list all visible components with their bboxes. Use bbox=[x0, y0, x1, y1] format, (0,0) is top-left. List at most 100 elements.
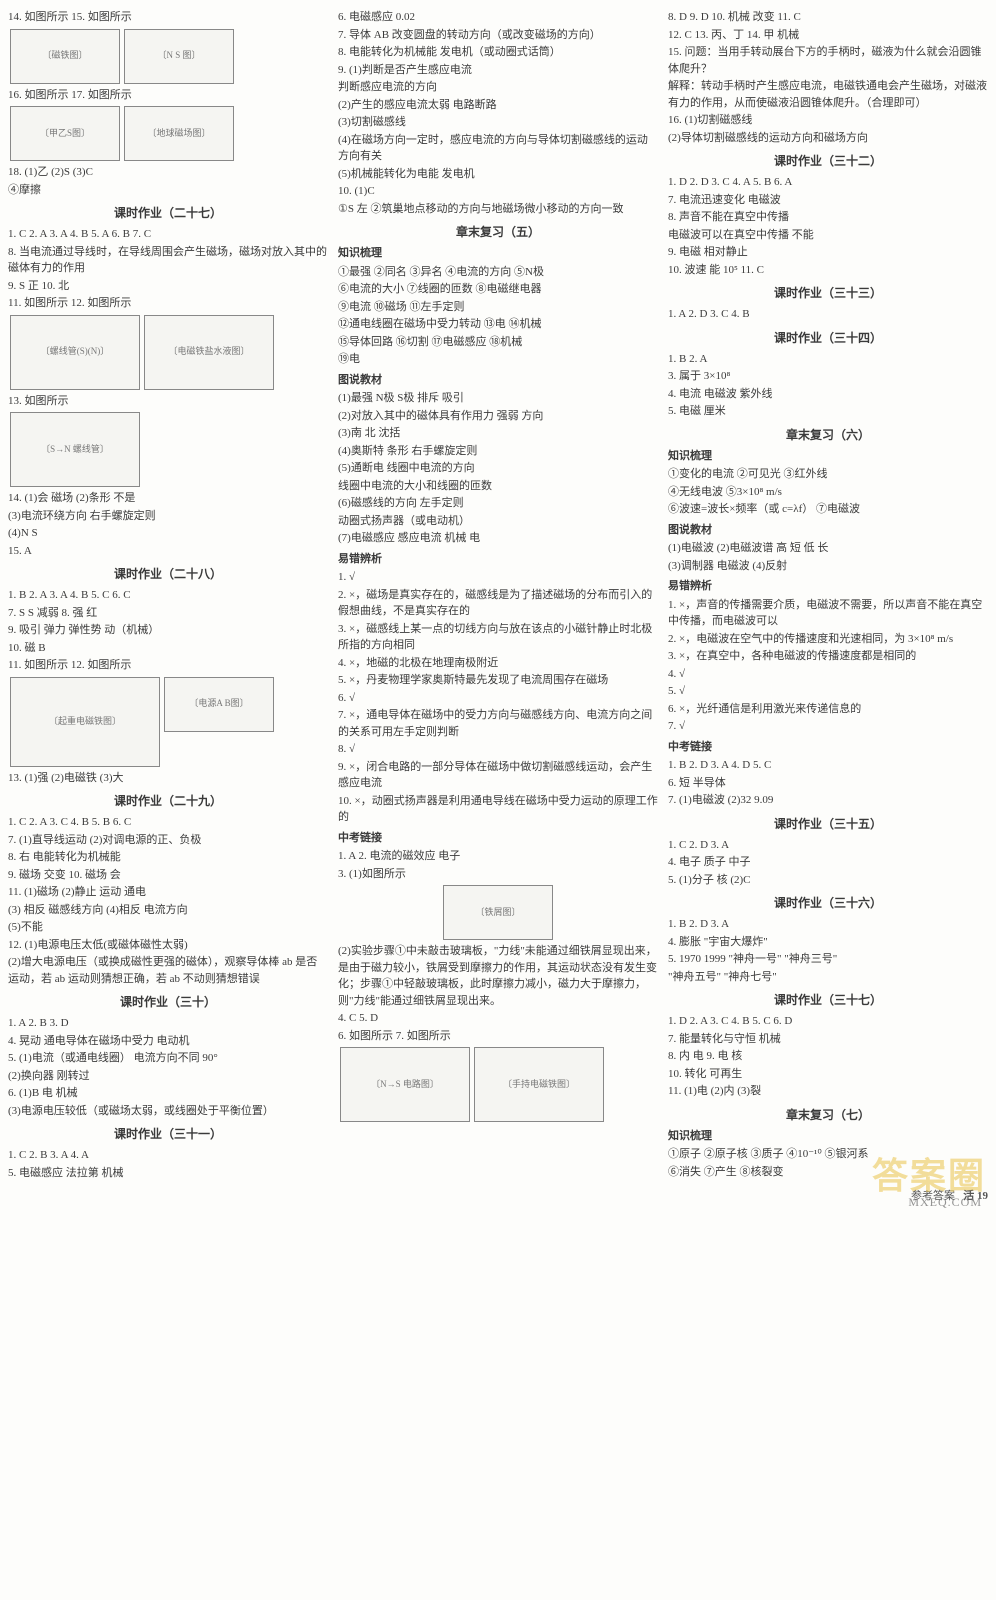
text-line: 7. S S 减弱 8. 强 红 bbox=[8, 605, 328, 622]
figure-icon: 〔电磁铁盐水液图〕 bbox=[144, 315, 274, 390]
section-heading: 课时作业（三十三） bbox=[668, 284, 988, 302]
text-line: 7. (1)电磁波 (2)32 9.09 bbox=[668, 792, 988, 809]
section-heading: 课时作业（三十） bbox=[8, 993, 328, 1011]
text-line: 8. 声音不能在真空中传播 bbox=[668, 209, 988, 226]
text-line: ①最强 ②同名 ③异名 ④电流的方向 ⑤N极 bbox=[338, 264, 658, 281]
text-line: 8. 右 电能转化为机械能 bbox=[8, 849, 328, 866]
text-line: "神舟五号" "神舟七号" bbox=[668, 969, 988, 986]
column-3: 8. D 9. D 10. 机械 改变 11. C 12. C 13. 丙、丁 … bbox=[668, 8, 988, 1182]
text-line: 12. C 13. 丙、丁 14. 甲 机械 bbox=[668, 27, 988, 44]
text-line: 1. D 2. A 3. C 4. B 5. C 6. D bbox=[668, 1013, 988, 1030]
page-columns: 14. 如图所示 15. 如图所示 〔磁铁图〕 〔N S 图〕 16. 如图所示… bbox=[8, 8, 988, 1182]
footer-page: 活 19 bbox=[963, 1190, 988, 1202]
text-line: 9. (1)判断是否产生感应电流 bbox=[338, 62, 658, 79]
text-line: 1. D 2. D 3. C 4. A 5. B 6. A bbox=[668, 174, 988, 191]
sub-label: 图说教材 bbox=[338, 372, 658, 389]
text-line: 1. B 2. D 3. A 4. D 5. C bbox=[668, 757, 988, 774]
text-line: 7. ×，通电导体在磁场中的受力方向与磁感线方向、电流方向之间的关系可用左手定则… bbox=[338, 707, 658, 740]
section-heading: 课时作业（二十九） bbox=[8, 792, 328, 810]
figure-icon: 〔铁屑图〕 bbox=[443, 885, 553, 940]
figure-icon: 〔地球磁场图〕 bbox=[124, 106, 234, 161]
text-line: 2. ×，磁场是真实存在的，磁感线是为了描述磁场的分布而引入的假想曲线，不是真实… bbox=[338, 587, 658, 620]
text-line: 9. ×，闭合电路的一部分导体在磁场中做切割磁感线运动，会产生感应电流 bbox=[338, 759, 658, 792]
figure-icon: 〔S→N 螺线管〕 bbox=[10, 412, 140, 487]
text-line: 7. √ bbox=[668, 718, 988, 735]
text-line: 9. 磁场 交变 10. 磁场 会 bbox=[8, 867, 328, 884]
text-line: 6. √ bbox=[338, 690, 658, 707]
text-line: (5)通断电 线圈中电流的方向 bbox=[338, 460, 658, 477]
figure-icon: 〔N→S 电路图〕 bbox=[340, 1047, 470, 1122]
text-line: (5)机械能转化为电能 发电机 bbox=[338, 166, 658, 183]
text-line: 11. (1)磁场 (2)静止 运动 通电 bbox=[8, 884, 328, 901]
figure-icon: 〔螺线管(S)(N)〕 bbox=[10, 315, 140, 390]
text-line: 13. (1)强 (2)电磁铁 (3)大 bbox=[8, 770, 328, 787]
text-line: 3. ×，在真空中，各种电磁波的传播速度都是相同的 bbox=[668, 648, 988, 665]
text-line: 4. √ bbox=[668, 666, 988, 683]
figure-icon: 〔甲乙S图〕 bbox=[10, 106, 120, 161]
text-line: ⑥电流的大小 ⑦线圈的匝数 ⑧电磁继电器 bbox=[338, 281, 658, 298]
sub-label: 易错辨析 bbox=[338, 551, 658, 568]
text-line: 10. ×，动圈式扬声器是利用通电导线在磁场中受力运动的原理工作的 bbox=[338, 793, 658, 826]
sub-label: 知识梳理 bbox=[668, 448, 988, 465]
text-line: 1. A 2. B 3. D bbox=[8, 1015, 328, 1032]
text-line: 5. √ bbox=[668, 683, 988, 700]
text-line: 8. √ bbox=[338, 741, 658, 758]
text-line: 1. A 2. 电流的磁效应 电子 bbox=[338, 848, 658, 865]
section-heading: 课时作业（三十五） bbox=[668, 815, 988, 833]
text-line: (2)实验步骤①中未敲击玻璃板，"力线"未能通过细铁屑显现出来，是由于磁力较小，… bbox=[338, 943, 658, 1009]
text-line: 4. 晃动 通电导体在磁场中受力 电动机 bbox=[8, 1033, 328, 1050]
text-line: 5. (1)分子 核 (2)C bbox=[668, 872, 988, 889]
section-heading: 课时作业（三十四） bbox=[668, 329, 988, 347]
sub-label: 知识梳理 bbox=[338, 245, 658, 262]
section-heading: 课时作业（二十八） bbox=[8, 565, 328, 583]
text-line: (5)不能 bbox=[8, 919, 328, 936]
text-line: (1)电磁波 (2)电磁波谱 高 短 低 长 bbox=[668, 540, 988, 557]
text-line: ⑮导体回路 ⑯切割 ⑰电磁感应 ⑱机械 bbox=[338, 334, 658, 351]
text-line: 解释：转动手柄时产生感应电流，电磁铁通电会产生磁场，对磁液有力的作用，从而使磁液… bbox=[668, 78, 988, 111]
text-line: 7. 电流迅速变化 电磁波 bbox=[668, 192, 988, 209]
text-line: 15. 问题：当用手转动展台下方的手柄时，磁液为什么就会沿圆锥体爬升？ bbox=[668, 44, 988, 77]
figure-icon: 〔电源A B图〕 bbox=[164, 677, 274, 732]
text-line: 1. B 2. A 3. A 4. B 5. C 6. C bbox=[8, 587, 328, 604]
section-heading: 课时作业（三十七） bbox=[668, 991, 988, 1009]
text-line: 10. 磁 B bbox=[8, 640, 328, 657]
text-line: 7. (1)直导线运动 (2)对调电源的正、负极 bbox=[8, 832, 328, 849]
text-line: (3) 相反 磁感线方向 (4)相反 电流方向 bbox=[8, 902, 328, 919]
text-line: 1. C 2. A 3. C 4. B 5. B 6. C bbox=[8, 814, 328, 831]
text-line: 4. 电子 质子 中子 bbox=[668, 854, 988, 871]
text-line: 3. 属于 3×10⁸ bbox=[668, 368, 988, 385]
text-line: (1)最强 N极 S极 排斥 吸引 bbox=[338, 390, 658, 407]
text-line: 8. 当电流通过导线时，在导线周围会产生磁场，磁场对放入其中的磁体有力的作用 bbox=[8, 244, 328, 277]
section-heading: 课时作业（二十七） bbox=[8, 204, 328, 222]
column-1: 14. 如图所示 15. 如图所示 〔磁铁图〕 〔N S 图〕 16. 如图所示… bbox=[8, 8, 328, 1182]
text-line: 5. ×，丹麦物理学家奥斯特最先发现了电流周围存在磁场 bbox=[338, 672, 658, 689]
text-line: (7)电磁感应 感应电流 机械 电 bbox=[338, 530, 658, 547]
text-line: 14. (1)会 磁场 (2)条形 不是 bbox=[8, 490, 328, 507]
text-line: ①原子 ②原子核 ③质子 ④10⁻¹⁰ ⑤银河系 bbox=[668, 1146, 988, 1163]
text-line: 6. 短 半导体 bbox=[668, 775, 988, 792]
sub-label: 易错辨析 bbox=[668, 578, 988, 595]
text-line: ④无线电波 ⑤3×10⁸ m/s bbox=[668, 484, 988, 501]
text-line: 6. ×，光纤通信是利用激光来传递信息的 bbox=[668, 701, 988, 718]
text-line: ⑥波速=波长×频率（或 c=λf） ⑦电磁波 bbox=[668, 501, 988, 518]
section-heading: 章末复习（六） bbox=[668, 426, 988, 444]
text-line: 8. 内 电 9. 电 核 bbox=[668, 1048, 988, 1065]
footer-label: 参考答案 bbox=[911, 1190, 955, 1202]
text-line: 10. 转化 可再生 bbox=[668, 1066, 988, 1083]
text-line: 11. (1)电 (2)内 (3)裂 bbox=[668, 1083, 988, 1100]
text-line: 4. C 5. D bbox=[338, 1010, 658, 1027]
text-line: 16. (1)切割磁感线 bbox=[668, 112, 988, 129]
section-heading: 章末复习（五） bbox=[338, 223, 658, 241]
text-line: 1. B 2. A bbox=[668, 351, 988, 368]
text-line: ⑥消失 ⑦产生 ⑧核裂变 bbox=[668, 1164, 988, 1181]
text-line: 8. D 9. D 10. 机械 改变 11. C bbox=[668, 9, 988, 26]
text-line: 10. (1)C bbox=[338, 183, 658, 200]
text-line: ⑲电 bbox=[338, 351, 658, 368]
text-line: 9. S 正 10. 北 bbox=[8, 278, 328, 295]
text-line: (2)对放入其中的磁体具有作用力 强弱 方向 bbox=[338, 408, 658, 425]
text-line: (3)电流环绕方向 右手螺旋定则 bbox=[8, 508, 328, 525]
text-line: 1. C 2. B 3. A 4. A bbox=[8, 1147, 328, 1164]
column-2: 6. 电磁感应 0.02 7. 导体 AB 改变圆盘的转动方向（或改变磁场的方向… bbox=[338, 8, 658, 1182]
text-line: 1. A 2. D 3. C 4. B bbox=[668, 306, 988, 323]
text-line: 9. 吸引 弹力 弹性势 动（机械） bbox=[8, 622, 328, 639]
